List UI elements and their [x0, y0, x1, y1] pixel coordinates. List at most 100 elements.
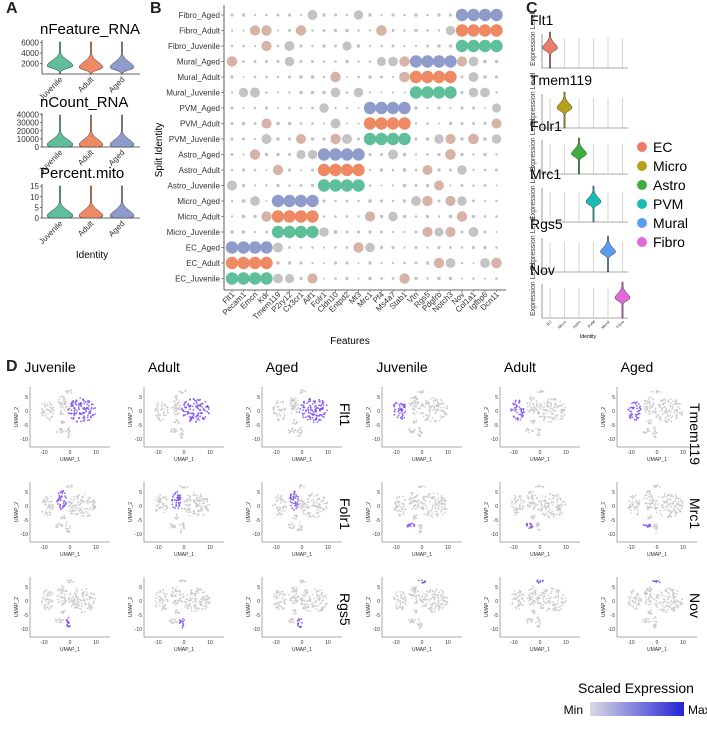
umap-x-title: UMAP_1	[292, 647, 312, 653]
umap-point	[297, 404, 300, 406]
umap-point	[60, 495, 63, 498]
umap-point	[154, 597, 157, 599]
umap-point	[561, 598, 563, 600]
umap-point	[291, 522, 294, 525]
umap-point	[673, 599, 676, 601]
umap-point	[90, 596, 92, 599]
umap-point	[204, 498, 206, 500]
umap-point	[393, 414, 396, 416]
umap-point	[165, 414, 168, 417]
umap-point	[663, 493, 666, 496]
umap-point	[173, 429, 175, 432]
umap-point	[651, 501, 654, 504]
umap-point	[629, 495, 632, 498]
umap-point	[72, 401, 75, 404]
umap-point	[182, 622, 184, 625]
umap-point	[512, 498, 515, 501]
umap-point	[45, 608, 48, 611]
umap-point	[655, 389, 658, 392]
dot	[391, 29, 395, 32]
umap-point	[293, 407, 296, 410]
umap-point	[173, 621, 176, 624]
umap-point	[177, 497, 180, 500]
umap-point	[190, 607, 193, 610]
umap-point	[536, 503, 539, 506]
umap-point	[60, 431, 63, 434]
umap-point	[166, 411, 169, 414]
umap-point	[545, 500, 547, 503]
umap-point	[80, 405, 83, 407]
umap-point	[531, 493, 533, 496]
umap-point	[318, 603, 321, 606]
umap-point	[677, 402, 680, 405]
y-tick-label: 10	[30, 193, 39, 202]
umap-point	[81, 499, 83, 502]
umap-point	[175, 505, 178, 507]
umap-point	[48, 511, 51, 514]
umap-point	[419, 412, 422, 415]
umap-point	[422, 415, 425, 418]
umap-point	[428, 600, 431, 603]
umap-point	[199, 409, 201, 412]
umap-point	[557, 595, 560, 597]
umap-point	[662, 604, 664, 607]
umap-point	[182, 430, 184, 432]
umap-point	[175, 398, 178, 400]
umap-point	[551, 498, 554, 501]
umap-y-tick: -10	[253, 532, 260, 538]
umap-point	[441, 400, 443, 403]
umap-point	[314, 505, 317, 508]
umap-point	[519, 590, 522, 593]
y-tick-label: 20000	[17, 127, 40, 136]
umap-point	[186, 607, 189, 610]
umap-point	[395, 505, 398, 508]
umap-point	[49, 503, 52, 506]
umap-point	[646, 497, 649, 500]
umap-point	[295, 612, 297, 615]
dot	[445, 195, 456, 207]
umap-point	[200, 504, 203, 507]
umap-point	[279, 502, 282, 504]
umap-point	[306, 418, 309, 421]
umap-point	[70, 484, 73, 487]
dot	[319, 227, 329, 237]
umap-point	[156, 417, 159, 420]
dot	[284, 41, 295, 51]
dot	[467, 8, 480, 22]
umap-point	[557, 592, 560, 595]
umap-point	[194, 405, 197, 408]
umap-point	[664, 611, 667, 614]
umap-point	[206, 594, 209, 597]
umap-point	[553, 596, 555, 599]
umap-point	[50, 605, 52, 608]
umap-point	[543, 504, 546, 507]
umap-point	[159, 601, 162, 604]
umap-point	[67, 529, 70, 532]
umap-point	[188, 420, 191, 423]
umap-point	[661, 506, 664, 509]
umap-point	[519, 594, 521, 597]
umap-point	[424, 406, 426, 408]
umap-point	[539, 404, 542, 406]
dot	[322, 29, 326, 32]
umap-point	[319, 409, 321, 412]
umap-point	[513, 596, 516, 599]
umap-point	[51, 605, 54, 607]
dot	[461, 277, 463, 280]
umap-point	[65, 501, 67, 504]
umap-point	[517, 508, 519, 511]
umap-point	[633, 495, 636, 498]
dot	[352, 163, 365, 177]
umap-point	[66, 620, 69, 623]
umap-point	[70, 417, 73, 420]
umap-point	[440, 506, 443, 509]
umap-point	[300, 602, 303, 604]
dot	[425, 183, 430, 188]
umap-point	[414, 405, 416, 407]
umap-point	[309, 512, 311, 514]
umap-point	[61, 491, 64, 493]
umap-point	[77, 404, 80, 407]
x-tick-label: Mural	[600, 319, 611, 330]
umap-point	[558, 589, 561, 592]
umap-point	[188, 415, 191, 418]
